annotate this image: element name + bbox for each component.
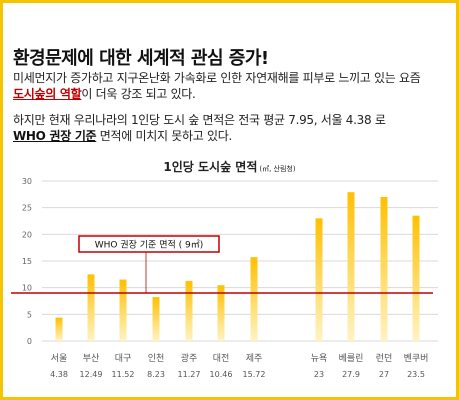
y-tick-label: 20 bbox=[22, 230, 32, 239]
bar bbox=[185, 280, 193, 341]
y-tick-label: 15 bbox=[22, 257, 32, 266]
data-label: 8.23 bbox=[147, 370, 165, 379]
x-tick-label: 대전 bbox=[213, 353, 230, 364]
data-label: 12.49 bbox=[80, 370, 103, 379]
y-tick-label: 5 bbox=[27, 310, 32, 319]
x-tick-label: 광주 bbox=[181, 352, 198, 364]
bar bbox=[55, 317, 63, 341]
x-tick-label: 베를린 bbox=[339, 353, 364, 364]
data-label: 4.38 bbox=[50, 370, 68, 379]
bar bbox=[87, 274, 95, 341]
chart-title-text: 1인당 도시숲 면적 bbox=[163, 160, 258, 174]
y-tick-label: 10 bbox=[22, 284, 32, 293]
bar bbox=[315, 218, 323, 341]
bar bbox=[347, 192, 355, 341]
y-tick-label: 25 bbox=[22, 204, 32, 213]
data-label: 10.46 bbox=[210, 370, 233, 379]
paragraph-2-line-2-text: 면적에 미치지 못하고 있다. bbox=[96, 129, 233, 143]
x-tick-label: 서울 bbox=[51, 353, 68, 364]
data-label: 27 bbox=[379, 370, 389, 379]
paragraph-2-line-2: WHO 권장 기준 면적에 미치지 못하고 있다. bbox=[13, 128, 232, 144]
paragraph-1-line-2-text: 이 더욱 강조 되고 있다. bbox=[81, 87, 196, 101]
urban-forest-role-highlight: 도시숲의 역할 bbox=[13, 87, 82, 101]
data-label: 15.72 bbox=[243, 370, 266, 379]
x-tick-label: 런던 bbox=[376, 353, 393, 364]
x-tick-label: 대구 bbox=[115, 353, 132, 364]
data-label: 11.27 bbox=[178, 370, 201, 379]
who-callout-box bbox=[78, 235, 220, 253]
data-label: 27.9 bbox=[342, 370, 360, 379]
bar bbox=[152, 297, 160, 341]
data-label: 11.52 bbox=[112, 370, 135, 379]
bar bbox=[250, 257, 258, 341]
paragraph-1-line-1: 미세먼지가 증가하고 지구온난화 가속화로 인한 자연재해를 피부로 느끼고 있… bbox=[13, 71, 421, 85]
x-tick-label: 제주 bbox=[246, 353, 263, 364]
x-tick-label: 벤쿠버 bbox=[404, 353, 429, 364]
page-title: 환경문제에 대한 세계적 관심 증가! bbox=[13, 48, 269, 69]
who-standard-highlight: WHO 권장 기준 bbox=[13, 129, 97, 143]
data-label: 23.5 bbox=[407, 370, 425, 379]
bar bbox=[412, 215, 420, 341]
who-callout-label: WHO 권장 기준 면적 ( 9㎡) bbox=[95, 239, 203, 251]
chart-unit: (㎡, 산림청) bbox=[259, 165, 296, 173]
x-tick-label: 부산 bbox=[83, 353, 100, 364]
y-tick-label: 30 bbox=[22, 177, 32, 186]
y-tick-label: 0 bbox=[27, 337, 32, 346]
bar bbox=[217, 285, 225, 341]
bar bbox=[380, 197, 388, 341]
bar bbox=[119, 279, 127, 341]
data-label: 23 bbox=[314, 370, 324, 379]
paragraph-1-line-2: 도시숲의 역할이 더욱 강조 되고 있다. bbox=[13, 86, 196, 102]
x-tick-label: 인천 bbox=[148, 353, 165, 364]
chart-title: 1인당 도시숲 면적 (㎡, 산림청) bbox=[0, 158, 459, 175]
paragraph-2-line-1: 하지만 현재 우리나라의 1인당 도시 숲 면적은 전국 평균 7.95, 서울… bbox=[13, 113, 386, 127]
x-tick-label: 뉴욕 bbox=[311, 353, 328, 364]
